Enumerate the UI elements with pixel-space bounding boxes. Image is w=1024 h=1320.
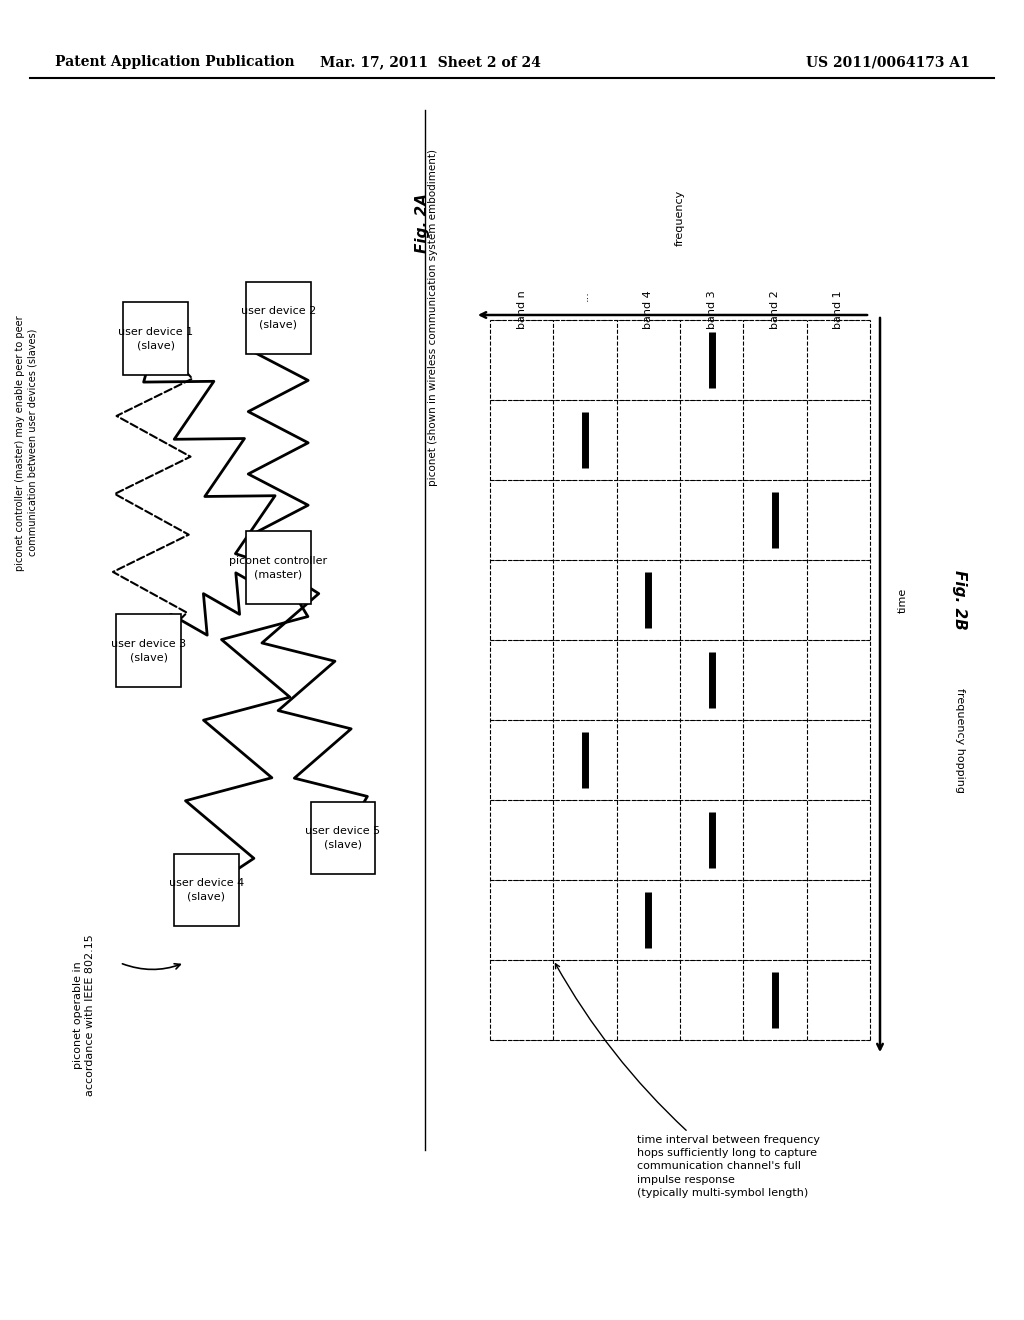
Text: band 1: band 1 [834,290,844,329]
Text: piconet controller
(master): piconet controller (master) [229,556,328,579]
Text: band 3: band 3 [707,290,717,329]
Text: time interval between frequency
hops sufficiently long to capture
communication : time interval between frequency hops suf… [555,964,819,1197]
FancyBboxPatch shape [124,302,188,375]
Text: time: time [898,587,908,612]
Text: user device 3
(slave): user device 3 (slave) [111,639,186,663]
Text: band 2: band 2 [770,290,780,329]
Text: Fig. 2A: Fig. 2A [415,193,430,253]
FancyBboxPatch shape [116,614,181,688]
Text: ...: ... [580,290,590,301]
Text: Patent Application Publication: Patent Application Publication [55,55,295,69]
FancyBboxPatch shape [174,854,239,927]
Text: US 2011/0064173 A1: US 2011/0064173 A1 [806,55,970,69]
Text: piconet controller (master) may enable peer to peer
communication between user d: piconet controller (master) may enable p… [15,315,38,570]
Text: band n: band n [517,290,526,329]
FancyBboxPatch shape [310,801,376,874]
Text: frequency hopping: frequency hopping [955,688,965,792]
FancyBboxPatch shape [246,531,310,605]
Text: user device 5
(slave): user device 5 (slave) [305,826,381,850]
Text: Mar. 17, 2011  Sheet 2 of 24: Mar. 17, 2011 Sheet 2 of 24 [319,55,541,69]
Text: frequency: frequency [675,190,685,247]
Text: piconet operable in
accordance with IEEE 802.15: piconet operable in accordance with IEEE… [73,935,95,1096]
FancyBboxPatch shape [246,281,310,354]
Text: user device 4
(slave): user device 4 (slave) [169,878,244,902]
Text: user device 1
(slave): user device 1 (slave) [118,327,194,350]
Text: Fig. 2B: Fig. 2B [952,570,968,630]
Text: band 4: band 4 [643,290,653,329]
Text: piconet (shown in wireless communication system embodiment): piconet (shown in wireless communication… [428,149,438,487]
Text: user device 2
(slave): user device 2 (slave) [241,306,315,330]
